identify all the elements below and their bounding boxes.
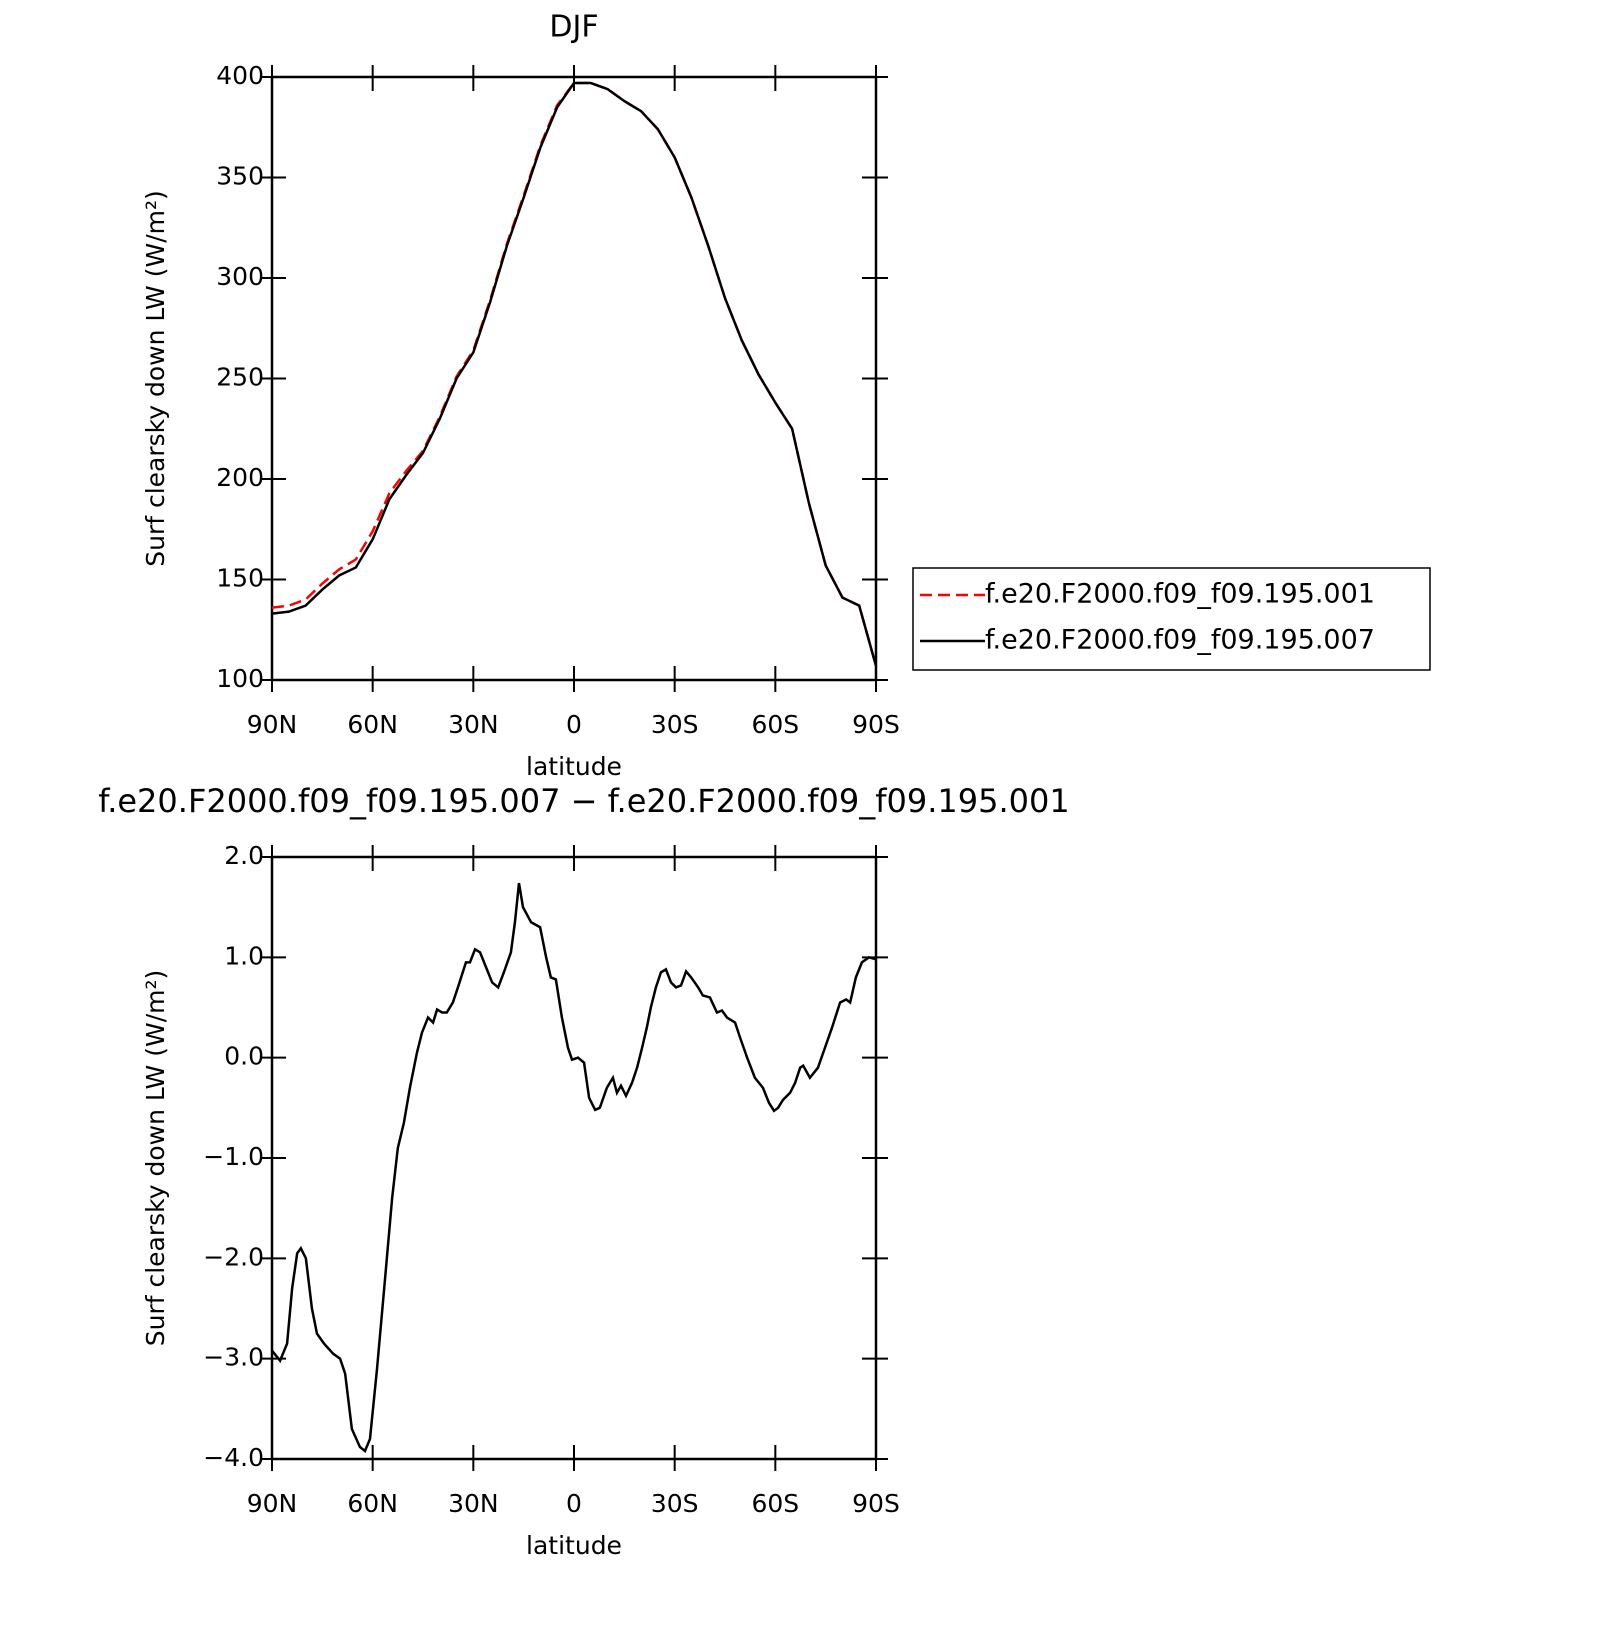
x-tick-label: 60S <box>751 1489 799 1518</box>
y-tick-label: 350 <box>216 162 264 191</box>
y-tick-label: 400 <box>216 61 264 90</box>
legend-label: f.e20.F2000.f09_f09.195.007 <box>985 625 1375 656</box>
plot-frame <box>270 855 878 1461</box>
x-tick-label: 60N <box>347 1489 398 1518</box>
x-tick-label: 90N <box>247 1489 298 1518</box>
x-tick-label: 90S <box>852 710 900 739</box>
plot: f.e20.F2000.f09_f09.195.007 − f.e20.F200… <box>98 782 1070 1560</box>
data-line <box>271 81 878 667</box>
data-line <box>271 81 878 667</box>
x-axis-label: latitude <box>526 752 622 781</box>
x-tick-label: 30N <box>448 1489 499 1518</box>
y-tick-label: −1.0 <box>203 1142 264 1171</box>
y-tick-label: 0.0 <box>224 1042 264 1071</box>
legend-label: f.e20.F2000.f09_f09.195.001 <box>985 579 1375 610</box>
x-axis-label: latitude <box>526 1531 622 1560</box>
x-tick-label: 30S <box>651 1489 699 1518</box>
chart-title: DJF <box>549 10 598 45</box>
y-tick-label: 2.0 <box>224 841 264 870</box>
legend-frame <box>912 567 1431 671</box>
y-tick-label: 300 <box>216 262 264 291</box>
y-tick-label: 1.0 <box>224 941 264 970</box>
y-tick-label: 200 <box>216 463 264 492</box>
x-tick-label: 30N <box>448 710 499 739</box>
y-axis-label: Surf clearsky down LW (W/m²) <box>141 190 170 567</box>
y-tick-label: −3.0 <box>203 1343 264 1372</box>
y-tick-label: −4.0 <box>203 1443 264 1472</box>
x-tick-label: 90S <box>852 1489 900 1518</box>
plot-frame <box>270 75 878 682</box>
chart-title: f.e20.F2000.f09_f09.195.007 − f.e20.F200… <box>98 782 1070 820</box>
plot: DJF latitude Surf clearsky down LW (W/m²) 1… <box>141 10 1431 781</box>
y-tick-label: −2.0 <box>203 1242 264 1271</box>
x-tick-label: 0 <box>566 1489 582 1518</box>
x-tick-label: 60N <box>347 710 398 739</box>
data-line <box>271 882 877 1453</box>
y-tick-label: 100 <box>216 664 264 693</box>
x-tick-label: 90N <box>247 710 298 739</box>
x-tick-label: 30S <box>651 710 699 739</box>
x-tick-label: 0 <box>566 710 582 739</box>
y-axis-label: Surf clearsky down LW (W/m²) <box>141 970 170 1347</box>
x-tick-label: 60S <box>751 710 799 739</box>
y-tick-label: 250 <box>216 363 264 392</box>
y-tick-label: 150 <box>216 564 264 593</box>
